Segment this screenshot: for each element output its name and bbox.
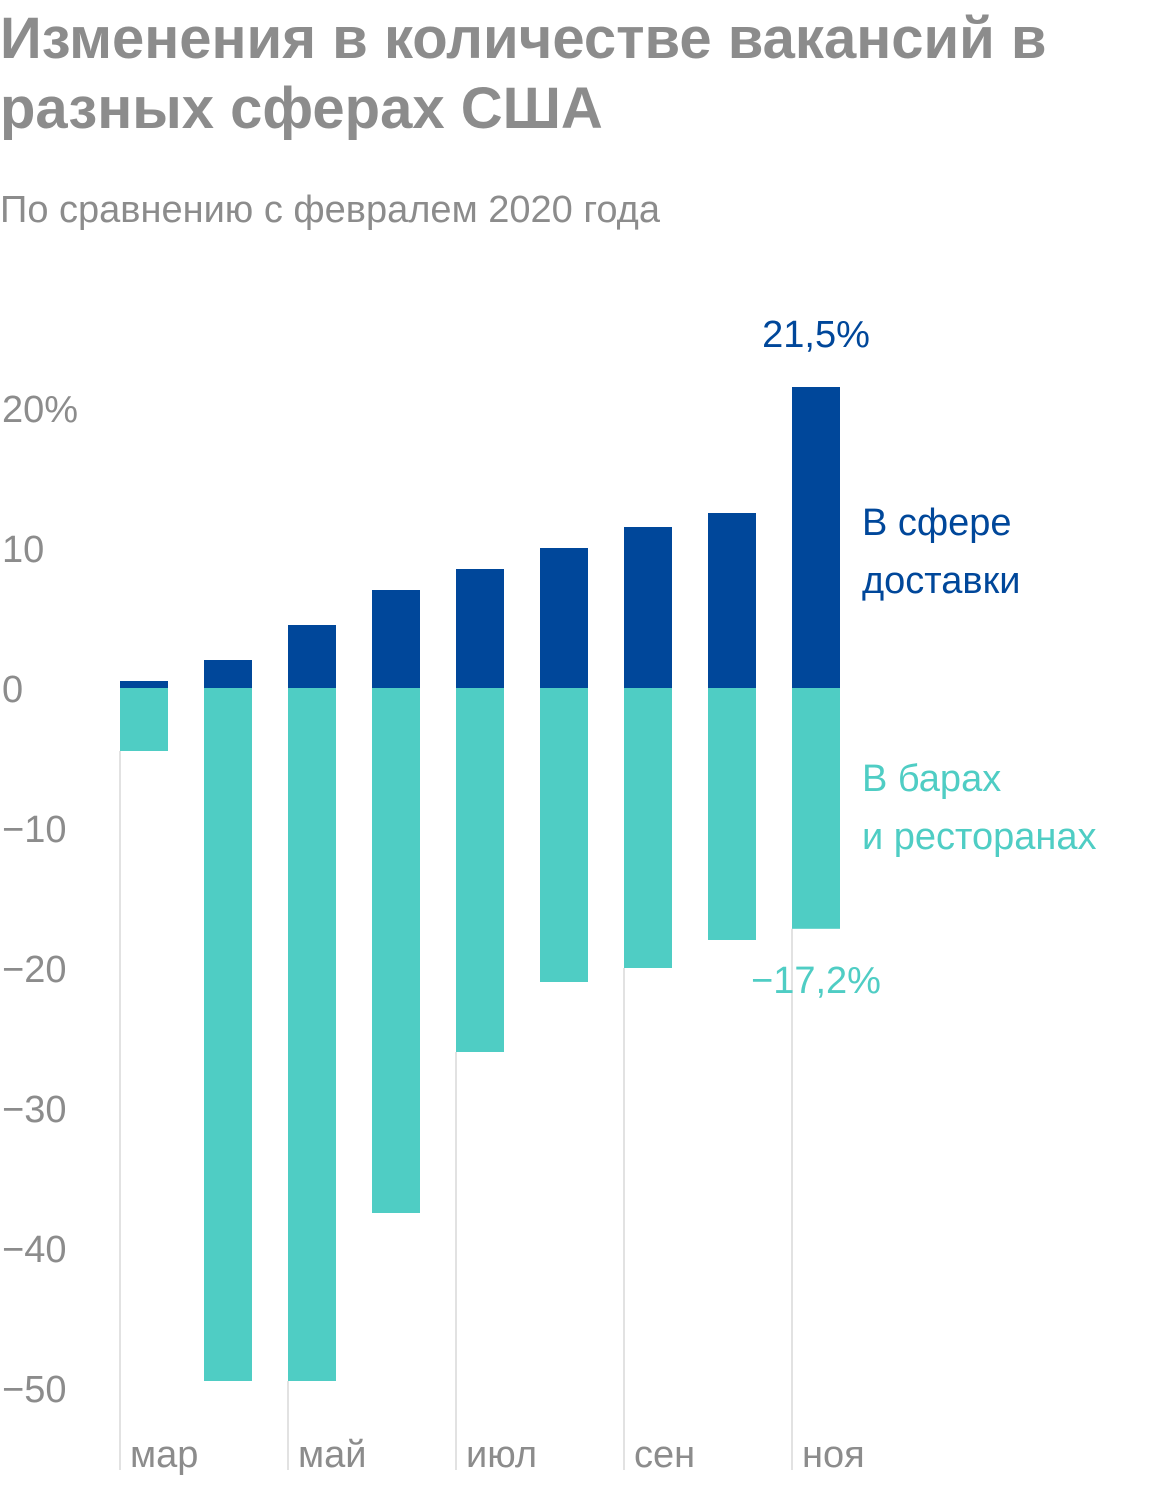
series-label-restaurants: В барах и ресторанах bbox=[862, 758, 1097, 858]
data-labels: 21,5% −17,2% bbox=[751, 314, 881, 1002]
bar-delivery bbox=[624, 527, 672, 688]
bar-restaurants bbox=[792, 688, 840, 929]
x-tick-label: сен bbox=[634, 1434, 695, 1476]
x-tick-label: мар bbox=[130, 1434, 198, 1476]
bar-restaurants bbox=[120, 688, 168, 751]
data-label: 21,5% bbox=[762, 314, 870, 356]
bars bbox=[120, 387, 840, 1381]
bar-delivery bbox=[456, 569, 504, 688]
bar-delivery bbox=[372, 590, 420, 688]
y-tick-label: 20% bbox=[2, 389, 78, 431]
bar-restaurants bbox=[708, 688, 756, 940]
chart-title: Изменения в количестве вакансий в разных… bbox=[0, 6, 1047, 141]
bar-delivery bbox=[204, 660, 252, 688]
bar-restaurants bbox=[372, 688, 420, 1213]
y-tick-label: 0 bbox=[2, 669, 23, 711]
bar-restaurants bbox=[624, 688, 672, 968]
x-tick-label: июл bbox=[466, 1434, 537, 1476]
bar-restaurants bbox=[204, 688, 252, 1381]
gridlines bbox=[119, 751, 793, 1470]
series-label-delivery: В сфере доставки bbox=[862, 502, 1020, 602]
bar-delivery bbox=[120, 681, 168, 688]
y-axis-ticks: 20% 10 0 −10 −20 −30 −40 −50 bbox=[2, 389, 78, 1411]
chart-subtitle: По сравнению с февралем 2020 года bbox=[0, 189, 660, 231]
y-tick-label: −10 bbox=[2, 809, 66, 851]
y-tick-label: −30 bbox=[2, 1089, 66, 1131]
y-tick-label: −40 bbox=[2, 1229, 66, 1271]
bar-delivery bbox=[708, 513, 756, 688]
bar-restaurants bbox=[288, 688, 336, 1381]
bar-delivery bbox=[288, 625, 336, 688]
data-label: −17,2% bbox=[751, 960, 881, 1002]
bar-restaurants bbox=[456, 688, 504, 1052]
y-tick-label: −50 bbox=[2, 1369, 66, 1411]
series-labels: В сфере доставки В барах и ресторанах bbox=[862, 502, 1097, 858]
x-tick-label: май bbox=[298, 1434, 367, 1476]
x-axis-ticks: мар май июл сен ноя bbox=[130, 1434, 865, 1476]
y-tick-label: −20 bbox=[2, 949, 66, 991]
y-tick-label: 10 bbox=[2, 529, 44, 571]
x-tick-label: ноя bbox=[802, 1434, 865, 1476]
bar-delivery bbox=[792, 387, 840, 688]
bar-delivery bbox=[540, 548, 588, 688]
bar-restaurants bbox=[540, 688, 588, 982]
